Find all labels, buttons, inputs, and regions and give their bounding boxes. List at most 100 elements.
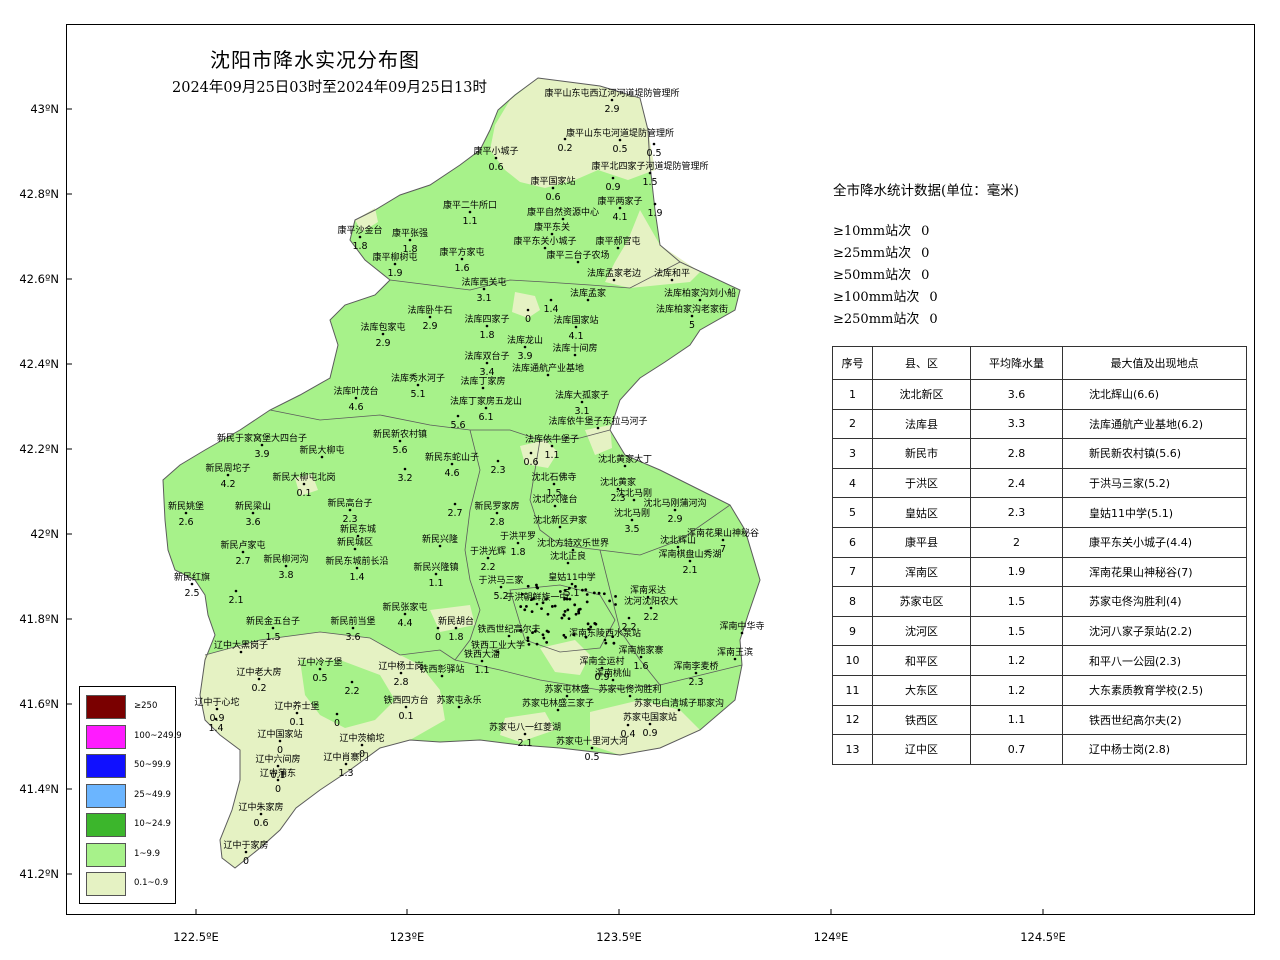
station-value: 4.2 [220, 479, 235, 490]
station-value: 4.4 [397, 618, 412, 629]
station-dot [302, 482, 306, 486]
station-marker: 于洪平罗 1.8 [500, 530, 536, 558]
station-value: 1.4 [208, 723, 223, 734]
station-dot [457, 705, 461, 709]
station-value: 1.8 [479, 330, 494, 341]
station-value: 0.6 [488, 162, 503, 173]
station-value: 0.5 [584, 752, 599, 763]
lon-labels: 122.5ºE 123ºE 123.5ºE 124ºE 124.5ºE [173, 930, 1066, 944]
station-value: 2.2 [621, 622, 636, 633]
row-index: 5 [832, 497, 873, 528]
station-name: 法库叶茂台 [333, 385, 378, 397]
urban-dot [568, 597, 572, 601]
station-name: 法库双台子 [464, 350, 509, 362]
station-marker: 辽中老大房 0.2 [236, 666, 281, 694]
station-marker: 铁西工业大学 [471, 639, 525, 654]
station-name: 辽中冷子堡 [297, 656, 342, 668]
urban-dot [608, 599, 612, 603]
station-marker: 0.2 [557, 137, 573, 154]
station-value: 3.5 [624, 524, 639, 535]
row-index: 12 [832, 704, 873, 736]
station-value: 0.6 [545, 192, 560, 203]
col-header: 最大值及出现地点 [1062, 346, 1247, 380]
district-name: 铁西区 [872, 704, 971, 736]
urban-station-dots [519, 583, 617, 646]
station-value: 0 [435, 632, 441, 643]
station-dot [260, 443, 264, 447]
station-marker: 沈北马刚 3.5 [614, 507, 650, 535]
urban-dot [578, 607, 582, 611]
station-value: 0.5 [312, 673, 327, 684]
max-location: 和平八一公园(2.3) [1062, 645, 1247, 676]
station-dot [561, 217, 565, 221]
station-value: 2.3 [610, 493, 625, 504]
station-marker: 法库和平 [654, 267, 690, 282]
station-dot [550, 232, 554, 236]
urban-dot [560, 616, 564, 620]
station-dot [335, 712, 339, 716]
station-name: 法库依牛堡子 [525, 433, 579, 445]
urban-dot [614, 603, 617, 606]
map-frame [66, 24, 1255, 915]
station-value: 2.1 [517, 738, 532, 749]
station-dot [434, 572, 438, 576]
station-marker: 康平东关 [534, 221, 570, 236]
station-value: 2.9 [667, 514, 682, 525]
urban-dot [545, 597, 548, 601]
table-row: 5 皇姑区 2.3 皇姑11中学(5.1) [832, 497, 1247, 528]
urban-dot [565, 597, 569, 601]
urban-dot [584, 635, 588, 639]
station-dot [485, 324, 489, 328]
col-header: 平均降水量 [970, 346, 1063, 380]
threshold-label: ≥50mm站次 [833, 268, 912, 283]
station-name: 新民胡台 [438, 615, 474, 627]
station-value: 0.4 [620, 729, 635, 740]
legend-swatch [86, 842, 126, 867]
row-index: 10 [832, 645, 873, 676]
station-value: 0.5 [612, 144, 627, 155]
max-location: 浑南花果山神秘谷(7) [1062, 556, 1247, 588]
station-marker: 法库卧牛石 2.9 [407, 304, 452, 332]
station-dot [529, 451, 533, 455]
station-name: 辽中肖寨门 [323, 751, 368, 763]
station-value: 3.6 [345, 632, 360, 643]
station-marker: 铁西四方台 0.1 [383, 694, 428, 722]
station-dot [215, 707, 219, 711]
station-dot [438, 544, 442, 548]
urban-dot [541, 633, 545, 637]
station-marker: 辽中杨士岗 2.8 [378, 660, 423, 688]
station-name: 法库孟家老边 [587, 267, 641, 279]
table-row: 9 沈河区 1.5 沈河八家子泵站(2.2) [832, 615, 1247, 647]
station-dot [460, 257, 464, 261]
table-row: 6 康平县 2 康平东关小城子(4.4) [832, 526, 1247, 558]
station-dot [653, 202, 657, 206]
station-value: 1.9 [387, 268, 402, 279]
station-value: 1.3 [338, 768, 353, 779]
station-dot [234, 589, 238, 593]
station-dot [436, 626, 440, 630]
station-marker: 辽中蒲东 0 [260, 767, 296, 795]
station-name: 铁西四方台 [383, 694, 428, 706]
max-location: 皇姑11中学(5.1) [1062, 497, 1247, 528]
pale-north2 [355, 208, 378, 232]
station-value: 2.9 [604, 104, 619, 115]
station-dot [251, 511, 255, 515]
row-index: 3 [832, 438, 873, 469]
station-dot [626, 723, 630, 727]
district-name: 法库县 [872, 408, 971, 440]
station-dot [381, 332, 385, 336]
station-name: 康平自然资源中心 [527, 206, 599, 218]
station-marker: 新民于家窝堡大四台子 3.9 [217, 432, 307, 460]
station-value: 2.3 [490, 465, 505, 476]
station-marker: 辽中肖寨门 1.3 [323, 751, 368, 779]
station-dot [649, 606, 653, 610]
threshold-count: 0 [929, 312, 938, 327]
station-name: 康平沙金台 [337, 224, 382, 236]
row-index: 1 [832, 379, 873, 410]
district-name: 新民市 [872, 438, 971, 469]
legend-label: 10~24.9 [134, 819, 171, 829]
station-dot [580, 400, 584, 404]
station-marker: 0.5 [646, 142, 662, 159]
station-dot [552, 482, 556, 486]
max-location: 铁西世纪高尔夫(2) [1062, 704, 1247, 736]
